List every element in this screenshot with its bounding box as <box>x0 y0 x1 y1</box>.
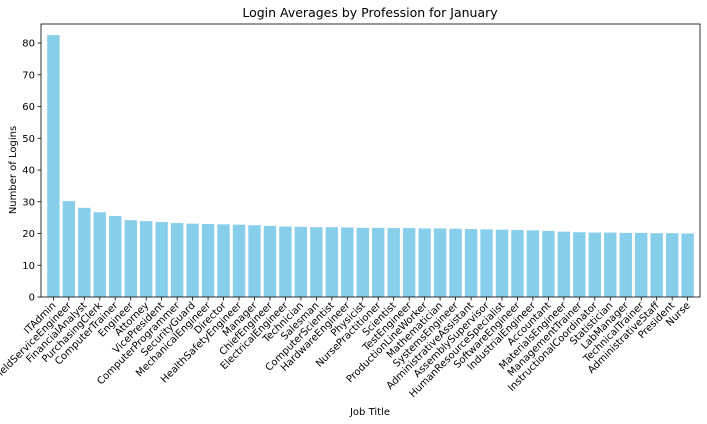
x-axis-label: Job Title <box>349 407 390 418</box>
bar-PurchasingClerk <box>93 212 106 297</box>
bar-ITAdmin <box>47 35 60 298</box>
bar-Director <box>217 224 230 297</box>
y-tick-label: 10 <box>22 261 35 272</box>
bar-AdministrativeStaff <box>650 233 663 297</box>
bar-LabManager <box>619 232 632 297</box>
y-tick-label: 50 <box>22 134 35 145</box>
bar-MechanicalEngineer <box>201 223 215 297</box>
bar-Accountant <box>542 230 555 297</box>
bar-AssemblySupervisor <box>480 229 493 297</box>
y-axis-ticks: 0 10 20 30 40 50 60 70 80 <box>22 39 41 304</box>
bar-ComputerTrainer <box>109 216 122 297</box>
chart-title: Login Averages by Profession for January <box>242 5 498 20</box>
plot-frame <box>40 23 701 298</box>
y-tick-label: 80 <box>22 39 35 50</box>
bar-Nurse <box>681 233 694 297</box>
y-tick-label: 60 <box>22 102 35 113</box>
bar-HumanResourceSpecialist <box>495 229 509 297</box>
bar-Salesman <box>310 227 323 297</box>
y-tick-label: 70 <box>22 70 35 81</box>
bar-AdministrativeAssistant <box>464 229 478 297</box>
bar-SoftwareEngineer <box>511 230 524 297</box>
bar-Mathematician <box>433 228 447 297</box>
bar-VicePresident <box>155 222 168 297</box>
bar-InstructionalCoordinator <box>588 232 601 297</box>
y-tick-label: 40 <box>22 166 35 177</box>
y-tick-label: 30 <box>22 197 35 208</box>
bar-FinancialAnalyst <box>78 207 91 297</box>
x-axis-ticks: ITAdminFieldServiceEngineerFinancialAnal… <box>0 297 693 400</box>
bar-Attorney <box>140 221 153 297</box>
bar-Engineer <box>124 220 137 297</box>
bar-HardwareEngineer <box>341 227 354 297</box>
bar-ComputerProgrammer <box>170 223 184 297</box>
bar-FieldServiceEngineer <box>62 201 76 297</box>
bar-NursePractitioner <box>372 227 385 297</box>
bar-ElectricalEngineer <box>279 226 292 297</box>
bar-ChiefEngineer <box>263 225 277 297</box>
bar-MaterialsEngineer <box>557 231 571 297</box>
bar-Scientist <box>387 228 400 297</box>
y-axis-label: Number of Logins <box>8 126 19 214</box>
bar-SecurityGuard <box>186 223 199 297</box>
bar-ComputerScientist <box>325 227 339 297</box>
bar-ManagementTrainer <box>573 232 586 297</box>
bar-Manager <box>248 225 261 297</box>
bar-Technician <box>294 226 308 297</box>
bar-President <box>665 233 679 297</box>
bar-HealthSafetyEngineer <box>232 224 246 297</box>
bar-Statistician <box>604 232 617 297</box>
bars-group <box>47 35 694 298</box>
y-tick-label: 20 <box>22 229 35 240</box>
y-tick-label: 0 <box>29 293 35 304</box>
bar-SystemsEngineer <box>449 228 462 297</box>
bar-IndustrialEngineer <box>526 230 540 297</box>
bar-TechnicalTrainer <box>635 232 648 297</box>
bar-TestEngineer <box>402 228 416 297</box>
bar-ProductionLineWorker <box>418 228 431 297</box>
bar-Physicist <box>356 227 369 297</box>
